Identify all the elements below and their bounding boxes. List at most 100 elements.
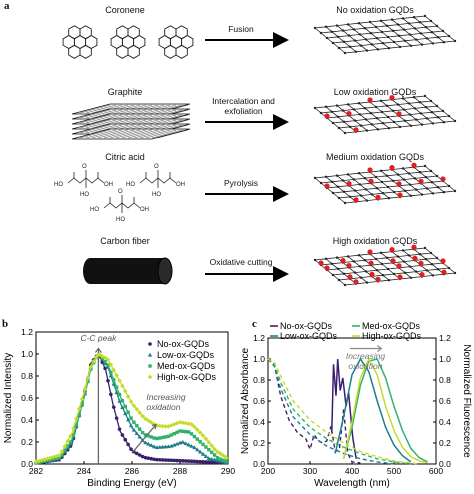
sheet-bond	[358, 171, 371, 174]
sheet-bond	[376, 116, 389, 119]
carbon-atom	[379, 169, 383, 172]
data-point	[192, 459, 197, 464]
carbon-atom	[408, 183, 412, 186]
y-axis-right-label: Normalized Fluorescence	[461, 344, 472, 458]
carbon-atom	[313, 106, 317, 110]
carbon-atom	[381, 42, 385, 45]
sheet-bond	[421, 123, 434, 125]
sheet-bond	[359, 182, 372, 185]
oxygen-atom	[440, 258, 446, 264]
carbon-atom	[348, 125, 352, 128]
sheet-bond	[392, 29, 405, 32]
sheet-bond	[336, 256, 349, 258]
sheet-bond	[403, 28, 416, 30]
sheet-bond	[430, 170, 438, 177]
carbon-atom	[330, 262, 334, 265]
carbon-atom	[352, 178, 356, 181]
product-label-no-ox: No oxidation GQDs	[336, 5, 414, 15]
sheet-bond	[399, 125, 412, 128]
sheet-bond	[338, 126, 351, 129]
sheet-bond	[337, 35, 350, 38]
data-point	[33, 459, 39, 465]
sheet-bond	[338, 196, 351, 199]
carbon-atom	[324, 175, 328, 178]
sheet-bond	[326, 269, 334, 276]
carbon-atom	[370, 43, 374, 46]
sheet-bond	[437, 35, 450, 38]
sheet-bond	[415, 188, 428, 190]
data-point	[120, 433, 125, 437]
carbon-atom	[343, 283, 347, 287]
data-point	[63, 448, 67, 453]
data-point	[189, 443, 194, 448]
sheet-bond	[355, 50, 368, 53]
sheet-bond	[431, 262, 444, 265]
sheet-bond	[371, 192, 384, 195]
data-point	[194, 427, 200, 433]
sheet-bond	[354, 272, 362, 278]
data-point	[134, 431, 139, 436]
sheet-bond	[430, 252, 438, 259]
data-point	[147, 374, 153, 380]
sheet-bond	[415, 118, 428, 120]
oxygen-atom	[324, 113, 330, 119]
sheet-bond	[325, 176, 333, 183]
sheet-bond	[425, 258, 433, 265]
carbon-atom	[409, 44, 413, 47]
sheet-bond	[353, 27, 366, 30]
oxygen-atom	[441, 269, 447, 275]
sheet-bond	[437, 36, 445, 43]
y-tick-label: 1.2	[253, 333, 265, 343]
data-point	[212, 453, 217, 457]
data-point	[148, 364, 152, 368]
process-label-intercalation: Intercalation and exfoliation	[212, 96, 275, 116]
sheet-bond	[369, 171, 377, 178]
graphite-bond	[85, 109, 117, 119]
data-point	[175, 458, 179, 463]
data-point	[83, 392, 87, 396]
sheet-bond	[426, 188, 434, 194]
data-point	[143, 416, 148, 422]
sheet-bond	[349, 125, 362, 128]
data-point	[192, 434, 197, 439]
sheet-bond	[408, 101, 421, 104]
graphite-bond	[121, 129, 153, 139]
panel-c-spectra-chart: 200 300 400 500 6000.00.20.40.60.81.01.20.00…	[240, 321, 472, 489]
y-tick-label: 1.0	[253, 354, 265, 364]
carbon-atom	[425, 117, 429, 120]
sheet-bond	[443, 190, 456, 193]
y-tick-label: 0.6	[21, 393, 33, 403]
data-point	[192, 445, 197, 450]
carbon-atom	[364, 118, 368, 121]
sheet-bond	[336, 24, 349, 26]
sheet-bond	[343, 121, 351, 128]
gqd-sheet	[313, 94, 457, 135]
sheet-bond	[314, 177, 322, 184]
sheet-bond	[354, 189, 367, 191]
carbon-atom	[419, 32, 423, 35]
sheet-bond	[388, 196, 401, 199]
graphite-bond	[133, 129, 165, 139]
sheet-bond	[359, 32, 372, 35]
carbon-atom	[403, 189, 407, 192]
oxygen-atom	[368, 260, 374, 266]
data-point	[140, 430, 145, 435]
carbon-atom	[409, 124, 413, 128]
sheet-bond	[325, 106, 333, 113]
carbon-atom	[363, 27, 367, 30]
carbon-atom	[407, 254, 411, 257]
data-point	[154, 445, 160, 450]
oxygen-atom	[396, 111, 402, 117]
carbon-atom	[447, 184, 451, 188]
sheet-bond	[410, 44, 423, 47]
data-point	[169, 433, 174, 437]
sheet-bond	[320, 31, 333, 34]
sheet-bond	[314, 107, 322, 114]
sheet-bond	[448, 35, 456, 42]
sheet-bond	[375, 176, 383, 183]
carbon-atom	[370, 193, 374, 196]
sheet-bond	[391, 18, 404, 20]
sheet-bond	[381, 111, 389, 118]
sheet-bond	[419, 170, 432, 173]
legend-entry: High-ox-GQDs	[362, 331, 422, 341]
